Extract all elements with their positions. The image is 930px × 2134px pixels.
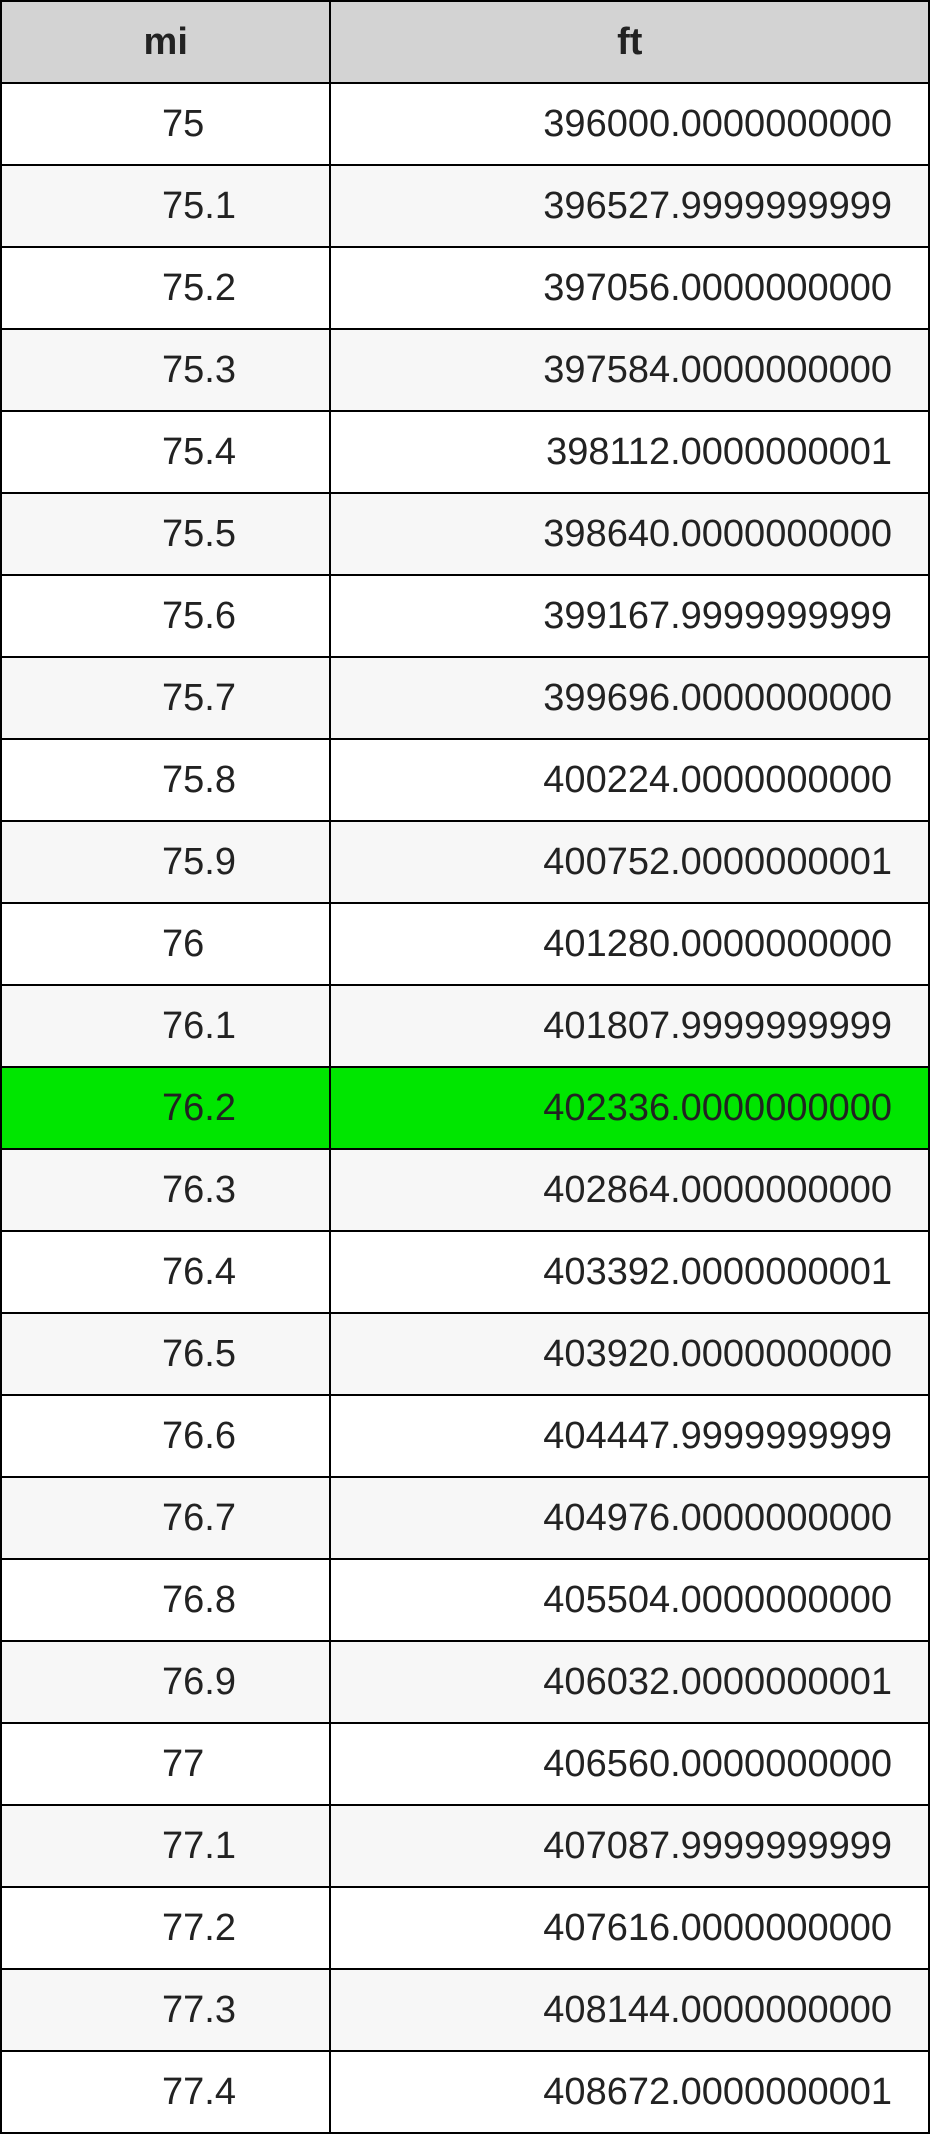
table-row: 75.1396527.9999999999 xyxy=(1,165,929,247)
ft-value: 408144.0000000000 xyxy=(330,1969,929,2051)
table-row: 76.1401807.9999999999 xyxy=(1,985,929,1067)
mi-value: 77.2 xyxy=(1,1887,330,1969)
mi-value: 76 xyxy=(1,903,330,985)
table-row: 75.9400752.0000000001 xyxy=(1,821,929,903)
mi-value: 76.7 xyxy=(1,1477,330,1559)
ft-value: 398640.0000000000 xyxy=(330,493,929,575)
mi-value: 77 xyxy=(1,1723,330,1805)
table-row: 76.7404976.0000000000 xyxy=(1,1477,929,1559)
table-row: 76.2402336.0000000000 xyxy=(1,1067,929,1149)
table-row: 76.3402864.0000000000 xyxy=(1,1149,929,1231)
ft-value: 403392.0000000001 xyxy=(330,1231,929,1313)
ft-value: 396000.0000000000 xyxy=(330,83,929,165)
mi-value: 75.2 xyxy=(1,247,330,329)
mi-value: 76.2 xyxy=(1,1067,330,1149)
table-row: 75.2397056.0000000000 xyxy=(1,247,929,329)
ft-value: 396527.9999999999 xyxy=(330,165,929,247)
table-row: 76.4403392.0000000001 xyxy=(1,1231,929,1313)
table-row: 75.5398640.0000000000 xyxy=(1,493,929,575)
table-row: 75.6399167.9999999999 xyxy=(1,575,929,657)
table-row: 76401280.0000000000 xyxy=(1,903,929,985)
ft-value: 400224.0000000000 xyxy=(330,739,929,821)
mi-value: 75.1 xyxy=(1,165,330,247)
ft-value: 407616.0000000000 xyxy=(330,1887,929,1969)
conversion-table: mi ft 75396000.000000000075.1396527.9999… xyxy=(0,0,930,2134)
mi-value: 77.1 xyxy=(1,1805,330,1887)
col-header-mi: mi xyxy=(1,1,330,83)
mi-value: 76.8 xyxy=(1,1559,330,1641)
table-row: 77.4408672.0000000001 xyxy=(1,2051,929,2133)
table-row: 76.6404447.9999999999 xyxy=(1,1395,929,1477)
table-row: 75396000.0000000000 xyxy=(1,83,929,165)
mi-value: 75.5 xyxy=(1,493,330,575)
ft-value: 402336.0000000000 xyxy=(330,1067,929,1149)
mi-value: 76.3 xyxy=(1,1149,330,1231)
ft-value: 398112.0000000001 xyxy=(330,411,929,493)
table-row: 76.9406032.0000000001 xyxy=(1,1641,929,1723)
ft-value: 401280.0000000000 xyxy=(330,903,929,985)
ft-value: 401807.9999999999 xyxy=(330,985,929,1067)
ft-value: 404447.9999999999 xyxy=(330,1395,929,1477)
table-row: 76.5403920.0000000000 xyxy=(1,1313,929,1395)
mi-value: 76.9 xyxy=(1,1641,330,1723)
mi-value: 75 xyxy=(1,83,330,165)
ft-value: 406560.0000000000 xyxy=(330,1723,929,1805)
mi-value: 75.3 xyxy=(1,329,330,411)
ft-value: 407087.9999999999 xyxy=(330,1805,929,1887)
mi-value: 77.3 xyxy=(1,1969,330,2051)
table-body: 75396000.000000000075.1396527.9999999999… xyxy=(1,83,929,2133)
ft-value: 406032.0000000001 xyxy=(330,1641,929,1723)
mi-value: 76.6 xyxy=(1,1395,330,1477)
ft-value: 408672.0000000001 xyxy=(330,2051,929,2133)
mi-value: 76.5 xyxy=(1,1313,330,1395)
ft-value: 400752.0000000001 xyxy=(330,821,929,903)
mi-value: 76.1 xyxy=(1,985,330,1067)
table-row: 75.7399696.0000000000 xyxy=(1,657,929,739)
ft-value: 397056.0000000000 xyxy=(330,247,929,329)
table-row: 75.3397584.0000000000 xyxy=(1,329,929,411)
table-header-row: mi ft xyxy=(1,1,929,83)
mi-value: 75.6 xyxy=(1,575,330,657)
mi-value: 76.4 xyxy=(1,1231,330,1313)
table-row: 77.2407616.0000000000 xyxy=(1,1887,929,1969)
table-row: 76.8405504.0000000000 xyxy=(1,1559,929,1641)
ft-value: 404976.0000000000 xyxy=(330,1477,929,1559)
mi-value: 75.4 xyxy=(1,411,330,493)
ft-value: 399167.9999999999 xyxy=(330,575,929,657)
ft-value: 405504.0000000000 xyxy=(330,1559,929,1641)
table-row: 77406560.0000000000 xyxy=(1,1723,929,1805)
ft-value: 402864.0000000000 xyxy=(330,1149,929,1231)
table-row: 75.8400224.0000000000 xyxy=(1,739,929,821)
ft-value: 397584.0000000000 xyxy=(330,329,929,411)
mi-value: 75.9 xyxy=(1,821,330,903)
mi-value: 77.4 xyxy=(1,2051,330,2133)
col-header-ft: ft xyxy=(330,1,929,83)
table-row: 75.4398112.0000000001 xyxy=(1,411,929,493)
ft-value: 403920.0000000000 xyxy=(330,1313,929,1395)
mi-value: 75.8 xyxy=(1,739,330,821)
table-row: 77.1407087.9999999999 xyxy=(1,1805,929,1887)
ft-value: 399696.0000000000 xyxy=(330,657,929,739)
mi-value: 75.7 xyxy=(1,657,330,739)
table-row: 77.3408144.0000000000 xyxy=(1,1969,929,2051)
